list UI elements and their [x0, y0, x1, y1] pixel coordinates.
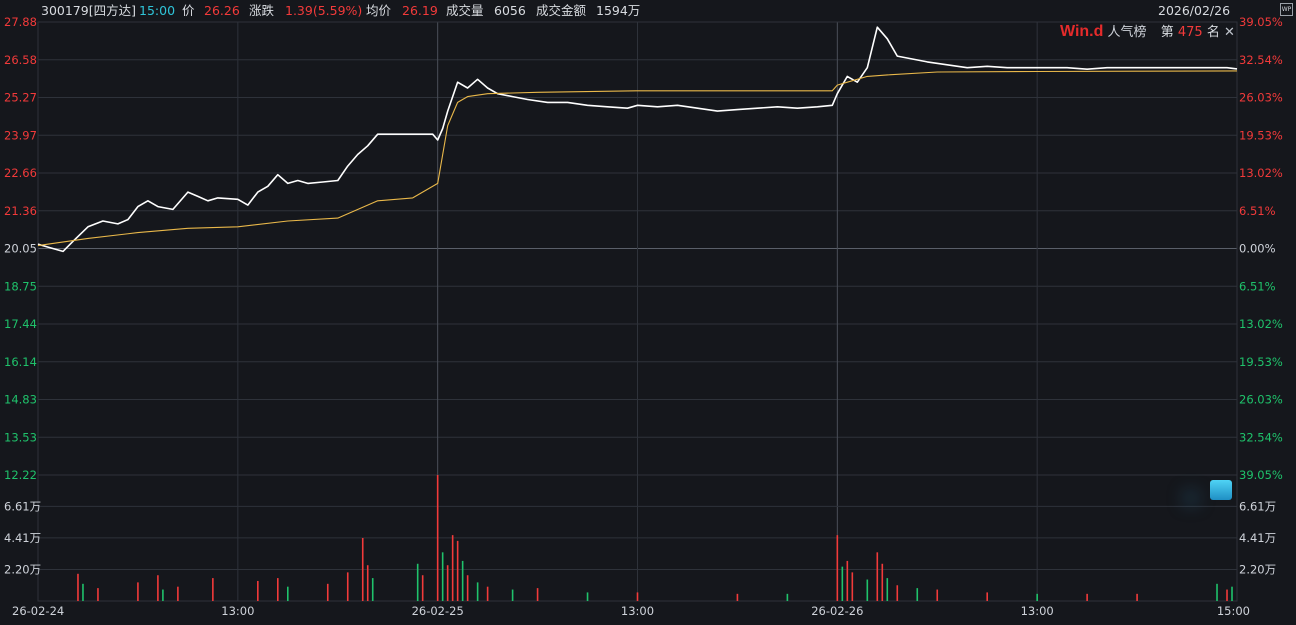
time-tick-label: 26-02-24 — [12, 604, 64, 618]
volume-label: 成交量 — [446, 3, 484, 18]
volume-tick-label: 4.41万 — [1239, 531, 1276, 545]
price-tick-label: 12.22 — [4, 468, 37, 482]
price-axis-left: 27.88 26.58 25.27 23.97 22.66 21.36 20.05 18.75… — [4, 15, 37, 482]
stock-code-name: 300179[四方达] — [41, 3, 136, 18]
close-icon[interactable]: ✕ — [1223, 25, 1235, 40]
price-tick-label: 23.97 — [4, 128, 37, 142]
time-tick-label: 13:00 — [621, 604, 654, 618]
time-tick-label: 26-02-25 — [412, 604, 464, 618]
volume-tick-label: 2.20万 — [4, 563, 41, 577]
rank-suffix: 名 — [1206, 25, 1220, 40]
pct-tick-label: 39.05% — [1239, 468, 1283, 482]
chart-grid — [37, 21, 1238, 602]
volume-tick-label: 4.41万 — [4, 531, 41, 545]
pct-tick-label: 6.51% — [1239, 279, 1276, 293]
price-value: 26.26 — [204, 3, 240, 18]
pct-tick-label: 39.05% — [1239, 15, 1283, 29]
quote-date: 2026/02/26 — [1158, 3, 1231, 18]
price-tick-label: 26.58 — [4, 53, 37, 67]
price-tick-label: 21.36 — [4, 204, 37, 218]
volume-bars — [77, 475, 1233, 601]
volume-tick-label: 6.61万 — [4, 499, 41, 513]
amount-value: 1594万 — [596, 3, 641, 18]
time-tick-label: 15:00 — [1217, 604, 1250, 618]
volume-tick-label: 2.20万 — [1239, 563, 1276, 577]
volume-value: 6056 — [494, 3, 526, 18]
price-tick-label: 13.53 — [4, 430, 37, 444]
amount-label: 成交金额 — [536, 3, 587, 18]
price-tick-label: 27.88 — [4, 15, 37, 29]
price-tick-label: 16.14 — [4, 355, 37, 369]
pct-tick-label: 6.51% — [1239, 204, 1276, 218]
pct-tick-label: 26.03% — [1239, 91, 1283, 105]
pct-tick-label: 13.02% — [1239, 317, 1283, 331]
price-line — [37, 26, 1238, 253]
floating-widget-button[interactable] — [1210, 480, 1232, 500]
avg-price-value: 26.19 — [402, 3, 438, 18]
price-tick-label: 25.27 — [4, 91, 37, 105]
price-tick-label: 22.66 — [4, 166, 37, 180]
time-tick-label: 26-02-26 — [811, 604, 863, 618]
pct-axis-right: 39.05% 32.54% 26.03% 19.53% 13.02% 6.51% 0.00%… — [1239, 15, 1283, 482]
popularity-rank: Win.d 人气榜 第 475 名 ✕ — [1060, 22, 1235, 42]
time-tick-label: 13:00 — [1021, 604, 1054, 618]
average-price-line — [37, 70, 1238, 247]
pct-tick-label: 13.02% — [1239, 166, 1283, 180]
price-tick-label: 18.75 — [4, 279, 37, 293]
pct-tick-label: 32.54% — [1239, 430, 1283, 444]
wp-badge[interactable]: WP — [1280, 3, 1293, 16]
popularity-list-label: 人气榜 — [1107, 25, 1147, 40]
pct-tick-label: 26.03% — [1239, 393, 1283, 407]
avg-price-label: 均价 — [366, 3, 392, 18]
change-label: 涨跌 — [249, 3, 275, 18]
time-tick-label: 13:00 — [221, 604, 254, 618]
wind-logo: Win.d — [1060, 23, 1104, 40]
volume-tick-label: 6.61万 — [1239, 499, 1276, 513]
pct-tick-label: 19.53% — [1239, 355, 1283, 369]
change-value: 1.39(5.59%) — [285, 3, 363, 18]
price-tick-label: 20.05 — [4, 242, 37, 256]
price-tick-label: 17.44 — [4, 317, 37, 331]
time-axis: 26-02-24 13:00 26-02-25 13:00 26-02-26 13:00 1… — [12, 604, 1250, 618]
volume-axis: 6.61万 6.61万 4.41万 4.41万 2.20万 2.20万 — [4, 499, 1276, 576]
rank-prefix: 第 — [1160, 25, 1174, 40]
quote-header: 300179[四方达] 15:00 价 26.26 涨跌 1.39(5.59%)… — [0, 0, 1296, 22]
pct-tick-label: 19.53% — [1239, 128, 1283, 142]
price-label: 价 — [182, 3, 195, 18]
pct-tick-label: 32.54% — [1239, 53, 1283, 67]
price-lines — [37, 26, 1238, 253]
pct-tick-label: 0.00% — [1239, 242, 1276, 256]
rank-value: 475 — [1177, 25, 1203, 40]
price-tick-label: 14.83 — [4, 393, 37, 407]
quote-time: 15:00 — [139, 3, 176, 18]
